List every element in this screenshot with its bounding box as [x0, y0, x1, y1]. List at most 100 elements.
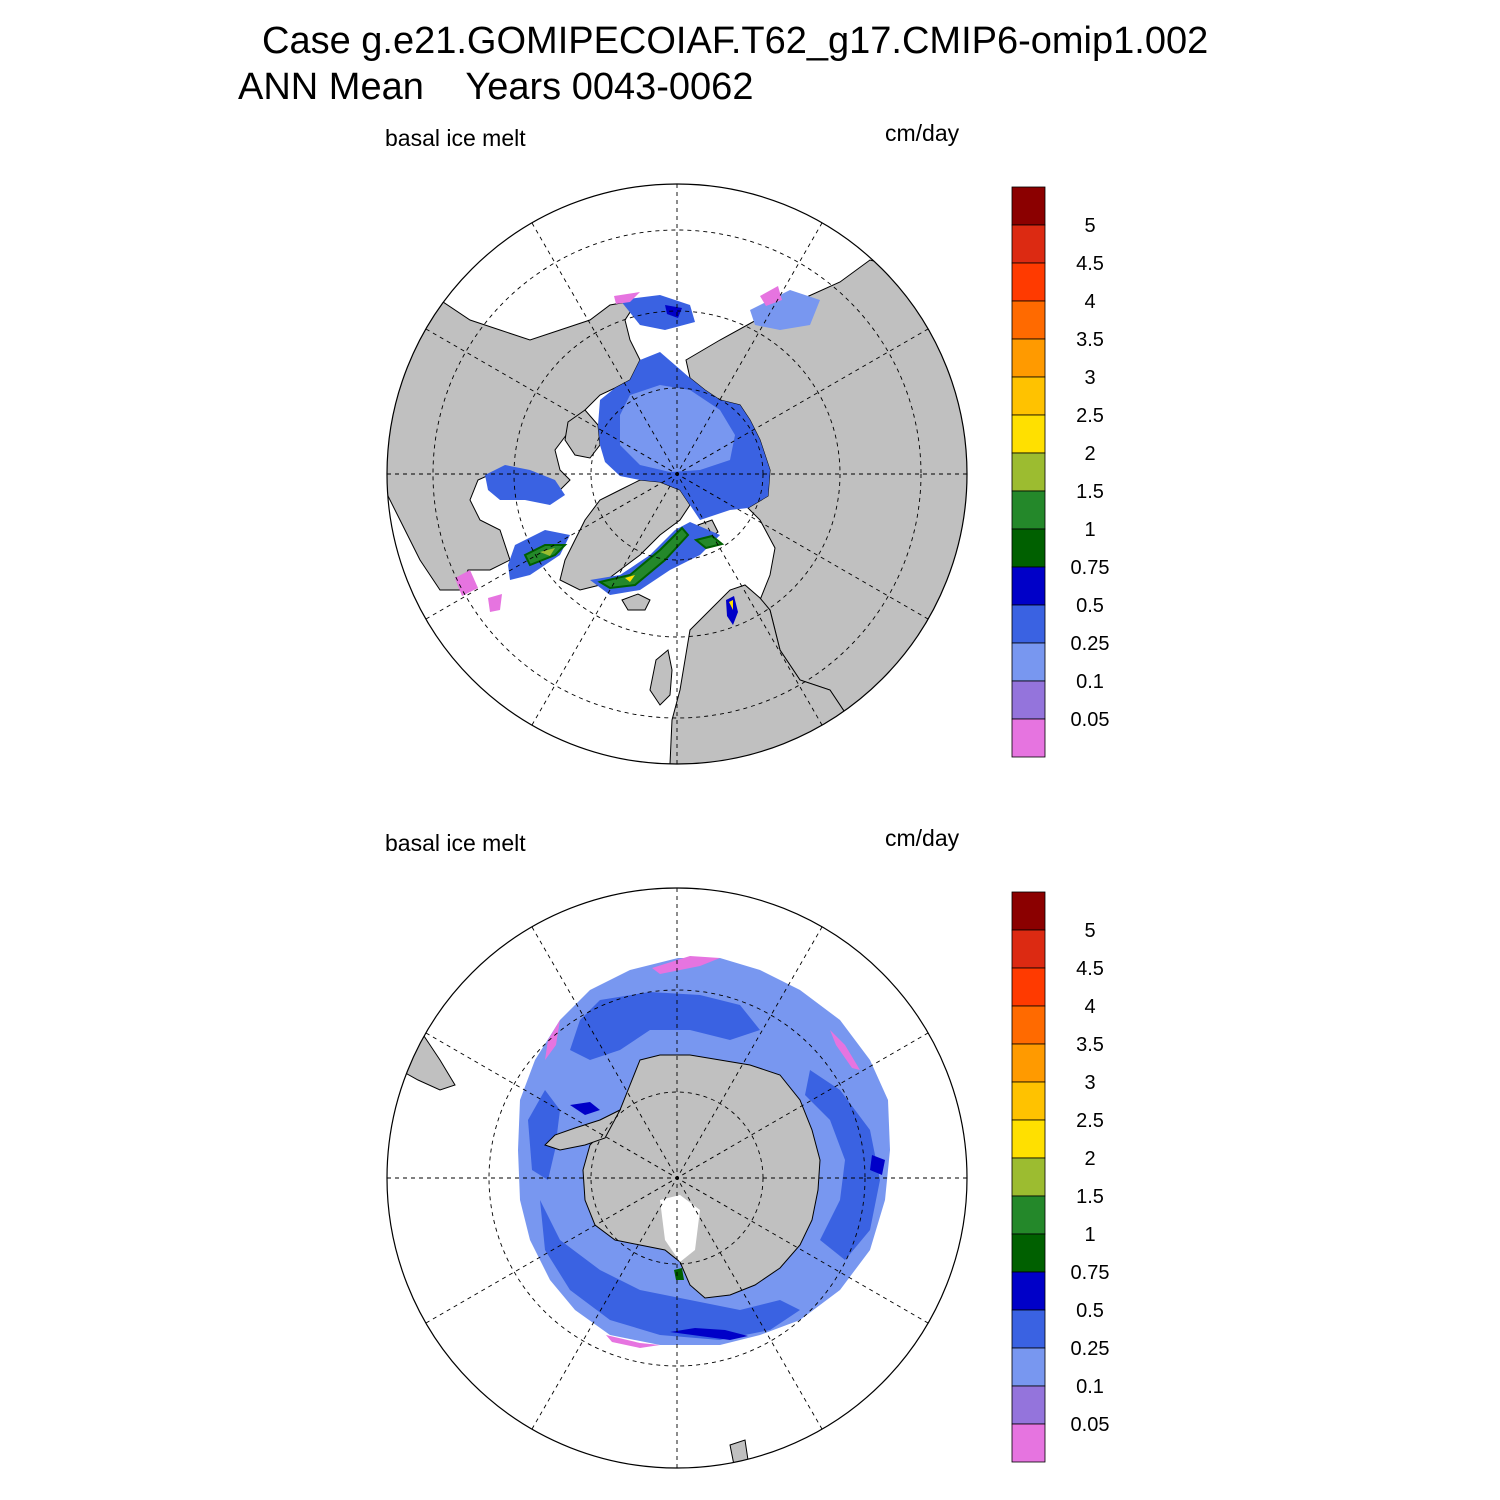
south-colorbar-swatch-1: [1011, 929, 1046, 969]
south-colorbar-swatch-5: [1011, 1081, 1046, 1121]
south-colorbar-swatch-3: [1011, 1005, 1046, 1045]
south-colorbar: 5 4.5 4 3.5 3 2.5 2 1.5 1 0.75 0.5 0.25 0.1 0.05: [1011, 891, 1110, 1463]
south-ross-ice-shelf: [660, 1195, 700, 1262]
south-colorbar-swatch-0: [1011, 891, 1046, 931]
north-colorbar: 5 4.5 4 3.5 3 2.5 2 1.5 1 0.75 0.5 0.25 0.1 0.05: [1011, 186, 1110, 758]
south-colorbar-label-1: 4.5: [1076, 958, 1104, 980]
north-colorbar-swatch-12: [1011, 642, 1046, 682]
north-colorbar-label-11: 0.25: [1071, 633, 1110, 655]
south-melt-core-east: [870, 1155, 885, 1175]
south-colorbar-swatch-11: [1011, 1309, 1046, 1349]
south-panel-units-label: cm/day: [885, 825, 960, 851]
north-colorbar-label-10: 0.5: [1076, 595, 1104, 617]
north-colorbar-label-6: 2: [1084, 443, 1095, 465]
south-land-antarctica: [582, 1054, 821, 1299]
north-colorbar-label-1: 4.5: [1076, 253, 1104, 275]
north-melt-labrador-core: [523, 544, 568, 567]
north-colorbar-swatch-3: [1011, 300, 1046, 340]
north-land-british-isles: [649, 649, 673, 706]
north-colorbar-label-0: 5: [1084, 215, 1095, 237]
north-colorbar-label-9: 0.75: [1071, 557, 1110, 579]
north-colorbar-label-7: 1.5: [1076, 481, 1104, 503]
south-colorbar-swatch-10: [1011, 1271, 1046, 1311]
north-colorbar-swatch-9: [1011, 528, 1046, 568]
north-panel-units-label: cm/day: [885, 120, 960, 146]
south-land-antarctic-peninsula: [544, 1108, 622, 1151]
north-colorbar-swatch-5: [1011, 376, 1046, 416]
north-melt-barents-core: [693, 534, 725, 550]
south-colorbar-label-2: 4: [1084, 996, 1095, 1018]
south-melt-band-west: [528, 1090, 560, 1180]
north-colorbar-swatch-7: [1011, 452, 1046, 492]
north-colorbar-label-13: 0.05: [1071, 709, 1110, 731]
north-melt-arctic-basin-inner: [620, 385, 735, 472]
south-colorbar-swatch-12: [1011, 1347, 1046, 1387]
north-melt-gulf-st-lawrence: [488, 594, 502, 612]
north-map-border: [386, 183, 968, 765]
south-colorbar-label-3: 3.5: [1076, 1034, 1104, 1056]
north-polar-map: [386, 183, 968, 765]
south-melt-pink-rim-north: [652, 956, 720, 974]
north-melt-baltic-peak: [729, 600, 733, 610]
south-melt-core-ross-shelf: [674, 1268, 684, 1280]
north-colorbar-label-12: 0.1: [1076, 671, 1104, 693]
south-panel-variable-label: basal ice melt: [385, 830, 526, 856]
north-colorbar-swatch-8: [1011, 490, 1046, 530]
south-colorbar-label-8: 1: [1084, 1224, 1095, 1246]
north-colorbar-swatch-0: [1011, 186, 1046, 226]
south-polar-map: [386, 887, 968, 1469]
south-melt-core-ross: [670, 1328, 748, 1340]
south-melt-band-east: [805, 1070, 880, 1260]
north-map-graticule: [387, 184, 967, 764]
south-colorbar-label-7: 1.5: [1076, 1186, 1104, 1208]
south-melt-pink-rim-south: [606, 1335, 660, 1348]
north-land-north-america: [387, 299, 641, 591]
south-colorbar-swatch-9: [1011, 1233, 1046, 1273]
south-colorbar-swatch-6: [1011, 1119, 1046, 1159]
north-land-arctic-archipelago: [564, 409, 601, 459]
north-melt-greenland-sea-core: [597, 526, 690, 590]
south-colorbar-swatch-14: [1011, 1423, 1046, 1463]
north-colorbar-swatch-6: [1011, 414, 1046, 454]
south-colorbar-label-11: 0.25: [1071, 1338, 1110, 1360]
north-melt-greenland-sea-peak: [625, 575, 635, 582]
south-land-new-zealand: [729, 1439, 749, 1468]
north-melt-okhotsk: [750, 290, 820, 330]
north-colorbar-label-4: 3: [1084, 367, 1095, 389]
north-colorbar-swatch-2: [1011, 262, 1046, 302]
north-colorbar-swatch-4: [1011, 338, 1046, 378]
south-colorbar-label-12: 0.1: [1076, 1376, 1104, 1398]
north-melt-bering: [620, 295, 695, 330]
north-colorbar-label-2: 4: [1084, 291, 1095, 313]
south-melt-pink-rim-west: [545, 1020, 560, 1060]
north-melt-labrador-peak: [540, 548, 555, 556]
north-melt-baltic: [726, 596, 738, 625]
south-melt-band-southwest: [540, 1200, 800, 1340]
north-colorbar-swatch-11: [1011, 604, 1046, 644]
figure-title-line-2: ANN Mean Years 0043-0062: [238, 66, 754, 108]
north-panel-variable-label: basal ice melt: [385, 125, 526, 151]
south-colorbar-label-4: 3: [1084, 1072, 1095, 1094]
figure-title-line-1: Case g.e21.GOMIPECOIAF.T62_g17.CMIP6-omi…: [262, 20, 1209, 62]
north-colorbar-swatch-1: [1011, 224, 1046, 264]
south-melt-pink-rim-east: [830, 1030, 860, 1070]
south-map-graticule: [387, 888, 967, 1468]
south-map-border: [386, 887, 968, 1469]
south-colorbar-swatch-2: [1011, 967, 1046, 1007]
south-colorbar-label-6: 2: [1084, 1148, 1095, 1170]
north-melt-hudson-pink: [455, 570, 478, 596]
south-colorbar-swatch-8: [1011, 1195, 1046, 1235]
south-colorbar-swatch-13: [1011, 1385, 1046, 1425]
south-melt-core-weddell: [570, 1102, 600, 1115]
north-melt-bering-core: [665, 305, 682, 318]
north-colorbar-label-3: 3.5: [1076, 329, 1104, 351]
north-melt-baffin: [485, 465, 565, 505]
north-colorbar-swatch-14: [1011, 718, 1046, 758]
south-colorbar-swatch-4: [1011, 1043, 1046, 1083]
south-colorbar-label-9: 0.75: [1071, 1262, 1110, 1284]
north-land-iceland: [621, 593, 651, 611]
north-colorbar-swatch-10: [1011, 566, 1046, 606]
north-basal-melt-field: [455, 286, 820, 625]
south-colorbar-label-0: 5: [1084, 920, 1095, 942]
